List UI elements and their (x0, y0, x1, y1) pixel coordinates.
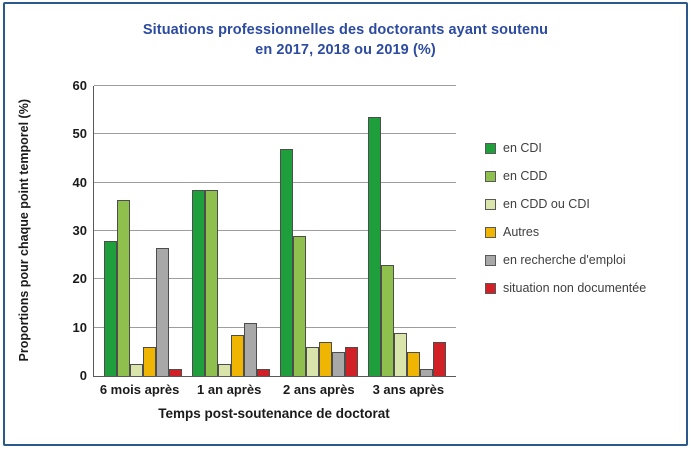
bar-group-2-ans-apr-s (280, 86, 358, 376)
legend-item-en-cdi: en CDI (485, 139, 646, 157)
bar-en-cdi-6-mois-apr-s (104, 240, 117, 376)
x-category-3-ans-apr-s: 3 ans après (372, 382, 445, 397)
bar-group-1-an-apr-s (192, 86, 270, 376)
legend-swatch-en-recherche-d-emploi (485, 254, 496, 266)
legend-label-en-cdd: en CDD (503, 169, 548, 183)
bar-en-cdd-3-ans-apr-s (381, 264, 394, 376)
legend-item-en-cdd-ou-cdi: en CDD ou CDI (485, 195, 646, 213)
bar-en-recherche-d-emploi-3-ans-apr-s (420, 368, 433, 376)
bar-situation-non-document-e-6-mois-apr-s (169, 368, 182, 376)
x-axis-category-labels: 6 mois après 1 an après 2 ans après 3 ans a… (93, 382, 455, 397)
bar-group-3-ans-apr-s (368, 86, 446, 376)
legend-label-en-recherche-d-emploi: en recherche d'emploi (503, 253, 626, 267)
bar-en-recherche-d-emploi-6-mois-apr-s (156, 247, 169, 376)
y-tick-10: 10 (72, 319, 87, 335)
gridline-10 (94, 326, 456, 328)
x-category-1-an-apr-s: 1 an après (197, 382, 262, 397)
y-tick-30: 30 (72, 223, 87, 238)
bar-groups (94, 86, 456, 376)
y-tick-0: 0 (79, 368, 87, 383)
bar-en-cdd-6-mois-apr-s (117, 199, 130, 376)
legend-item-en-recherche-d-emploi: en recherche d'emploi (485, 251, 646, 269)
legend-item-situation-non-document-e: situation non documentée (485, 279, 646, 297)
legend-swatch-en-cdi (485, 142, 496, 154)
bar-autres-3-ans-apr-s (407, 351, 420, 376)
legend-item-en-cdd: en CDD (485, 167, 646, 185)
figure-border: Situations professionnelles des doctoran… (3, 2, 688, 446)
bar-en-recherche-d-emploi-1-an-apr-s (244, 322, 257, 376)
chart-title: Situations professionnelles des doctoran… (5, 20, 686, 60)
bar-en-cdd-ou-cdi-6-mois-apr-s (130, 363, 143, 376)
bar-situation-non-document-e-3-ans-apr-s (433, 342, 446, 376)
y-axis-title-text: Proportions pour chaque point temporel (… (17, 98, 31, 362)
bar-situation-non-document-e-1-an-apr-s (257, 368, 270, 376)
bar-en-cdd-ou-cdi-2-ans-apr-s (306, 347, 319, 376)
bar-autres-1-an-apr-s (231, 334, 244, 376)
bar-en-cdd-ou-cdi-3-ans-apr-s (394, 332, 407, 376)
legend-swatch-autres (485, 226, 496, 238)
bar-en-cdd-2-ans-apr-s (293, 235, 306, 376)
legend-item-autres: Autres (485, 223, 646, 241)
legend-label-en-cdi: en CDI (503, 141, 542, 155)
plot-area (93, 85, 456, 377)
bar-en-cdi-3-ans-apr-s (368, 117, 381, 376)
legend-label-autres: Autres (503, 225, 540, 239)
legend-swatch-situation-non-document-e (485, 282, 496, 294)
legend: en CDI en CDD en CDD ou CDI Autres en recher… (485, 139, 646, 307)
gridline-50 (94, 133, 456, 135)
y-axis-title: Proportions pour chaque point temporel (… (15, 84, 33, 376)
y-tick-60: 60 (72, 78, 87, 93)
y-tick-50: 50 (72, 126, 87, 142)
bar-autres-6-mois-apr-s (143, 347, 156, 376)
bar-en-cdd-ou-cdi-1-an-apr-s (218, 363, 231, 376)
bar-en-cdi-2-ans-apr-s (280, 148, 293, 376)
bar-en-cdi-1-an-apr-s (192, 189, 205, 376)
bar-en-cdd-1-an-apr-s (205, 189, 218, 376)
legend-label-en-cdd-ou-cdi: en CDD ou CDI (503, 197, 590, 211)
chart-title-line1: Situations professionnelles des doctoran… (142, 22, 549, 38)
bar-en-recherche-d-emploi-2-ans-apr-s (332, 351, 345, 376)
gridline-60 (94, 85, 456, 86)
legend-swatch-en-cdd-ou-cdi (485, 198, 496, 210)
legend-label-situation-non-document-e: situation non documentée (503, 281, 647, 295)
chart-title-line2: en 2017, 2018 ou 2019 (%) (255, 42, 436, 58)
y-tick-40: 40 (72, 174, 87, 190)
bar-situation-non-document-e-2-ans-apr-s (345, 347, 358, 376)
gridline-30 (94, 230, 456, 231)
gridline-20 (94, 278, 456, 280)
legend-swatch-en-cdd (485, 170, 496, 182)
x-category-6-mois-apr-s: 6 mois après (99, 382, 180, 397)
x-axis-title: Temps post-soutenance de doctorat (158, 406, 390, 421)
bar-group-6-mois-apr-s (104, 86, 182, 376)
gridline-40 (94, 181, 456, 183)
bar-autres-2-ans-apr-s (319, 342, 332, 376)
x-category-2-ans-apr-s: 2 ans après (283, 382, 355, 397)
y-tick-20: 20 (72, 271, 87, 287)
